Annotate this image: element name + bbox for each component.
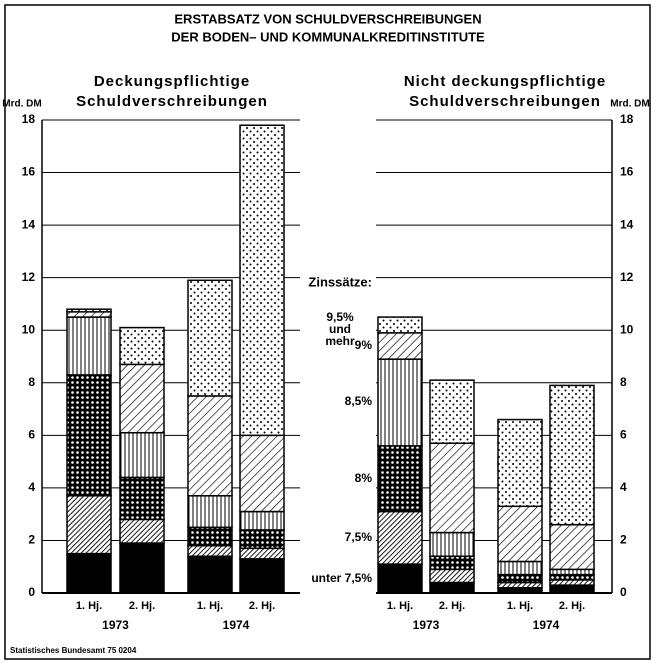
- x-group-label: 1973: [413, 618, 440, 632]
- panel-title: Deckungspflichtige: [94, 73, 250, 90]
- bar-segment: [239, 434, 285, 513]
- bar-segment: [187, 544, 233, 557]
- y-axis-label: Mrd. DM: [610, 99, 649, 110]
- legend-label: 8%: [354, 470, 372, 485]
- bar-segment: [377, 358, 423, 447]
- bar-segment: [377, 316, 423, 334]
- y-tick-label: 18: [22, 112, 36, 126]
- bar-segment: [119, 518, 165, 544]
- x-tick-label: 1. Hj.: [387, 600, 413, 612]
- bar-segment: [429, 531, 475, 557]
- legend-label: unter 7,5%: [311, 570, 372, 585]
- y-tick-label: 12: [620, 270, 634, 284]
- bar-segment: [549, 573, 595, 581]
- frame: [4, 4, 651, 660]
- bar-segment: [187, 279, 233, 397]
- bar-segment: [549, 568, 595, 576]
- bar-segment: [377, 510, 423, 565]
- bar-segment: [239, 558, 285, 594]
- bar-segment: [239, 124, 285, 437]
- bar-segment: [549, 384, 595, 526]
- bar-segment: [377, 332, 423, 360]
- y-tick-label: 10: [22, 322, 36, 336]
- y-tick-label: 6: [620, 428, 627, 442]
- panel-title: Schuldverschreibungen: [409, 93, 601, 110]
- title-line: DER BODEN– UND KOMMUNALKREDITINSTITUTE: [171, 29, 485, 44]
- bar-segment: [497, 560, 543, 576]
- y-tick-label: 8: [28, 375, 35, 389]
- x-tick-label: 2. Hj.: [559, 600, 585, 612]
- x-tick-label: 1. Hj.: [507, 600, 533, 612]
- bar-segment: [497, 505, 543, 563]
- bar-segment: [119, 363, 165, 434]
- bar-segment: [429, 568, 475, 584]
- legend-title: Zinssätze:: [308, 274, 372, 289]
- bar-segment: [66, 308, 112, 313]
- y-tick-label: 2: [28, 533, 35, 547]
- source: Statistisches Bundesamt 75 0204: [10, 646, 137, 655]
- bar-segment: [119, 542, 165, 594]
- bar-segment: [66, 552, 112, 594]
- y-tick-label: 14: [22, 217, 36, 231]
- x-group-label: 1973: [102, 618, 129, 632]
- x-tick-label: 2. Hj.: [439, 600, 465, 612]
- x-tick-label: 2. Hj.: [129, 600, 155, 612]
- y-tick-label: 2: [620, 533, 627, 547]
- bar-segment: [429, 581, 475, 594]
- bar-segment: [187, 555, 233, 594]
- x-tick-label: 2. Hj.: [249, 600, 275, 612]
- bar-segment: [119, 476, 165, 521]
- x-tick-label: 1. Hj.: [76, 600, 102, 612]
- bar-segment: [497, 573, 543, 584]
- bar-segment: [239, 547, 285, 560]
- y-tick-label: 4: [28, 480, 35, 494]
- y-tick-label: 8: [620, 375, 627, 389]
- x-group-label: 1974: [533, 618, 560, 632]
- bar-segment: [497, 586, 543, 594]
- panel-title: Nicht deckungspflichtige: [404, 73, 606, 90]
- y-tick-label: 16: [22, 165, 36, 179]
- bar-segment: [549, 584, 595, 594]
- bar-segment: [66, 495, 112, 555]
- bar-segment: [549, 579, 595, 586]
- bar-segment: [239, 510, 285, 531]
- y-tick-label: 16: [620, 165, 634, 179]
- bar-segment: [429, 442, 475, 534]
- bar-segment: [66, 316, 112, 376]
- bar-segment: [429, 555, 475, 571]
- bar-segment: [549, 523, 595, 571]
- bar-segment: [119, 431, 165, 479]
- bar-segment: [429, 379, 475, 444]
- y-tick-label: 0: [620, 585, 627, 599]
- y-tick-label: 6: [28, 428, 35, 442]
- bar-segment: [119, 326, 165, 366]
- bar-segment: [377, 563, 423, 594]
- y-axis-label: Mrd. DM: [2, 99, 41, 110]
- legend-label: 8,5%: [344, 394, 372, 409]
- bar-segment: [187, 495, 233, 529]
- x-group-label: 1974: [223, 618, 250, 632]
- title-line: ERSTABSATZ VON SCHULDVERSCHREIBUNGEN: [174, 11, 481, 26]
- y-tick-label: 4: [620, 480, 627, 494]
- bar-segment: [187, 395, 233, 497]
- y-tick-label: 14: [620, 217, 634, 231]
- bar-segment: [66, 311, 112, 318]
- y-tick-label: 18: [620, 112, 634, 126]
- y-tick-label: 12: [22, 270, 36, 284]
- bar-segment: [239, 529, 285, 550]
- legend-label: 9%: [354, 337, 372, 352]
- y-tick-label: 0: [28, 585, 35, 599]
- legend-label: 9,5% und mehr: [325, 309, 355, 348]
- bar-segment: [497, 581, 543, 589]
- bar-segment: [187, 526, 233, 547]
- bar-segment: [66, 374, 112, 497]
- legend-label: 7,5%: [344, 529, 372, 544]
- x-tick-label: 1. Hj.: [197, 600, 223, 612]
- panel-title: Schuldverschreibungen: [76, 93, 268, 110]
- bar-segment: [377, 445, 423, 513]
- bar-segment: [497, 418, 543, 508]
- y-tick-label: 10: [620, 322, 634, 336]
